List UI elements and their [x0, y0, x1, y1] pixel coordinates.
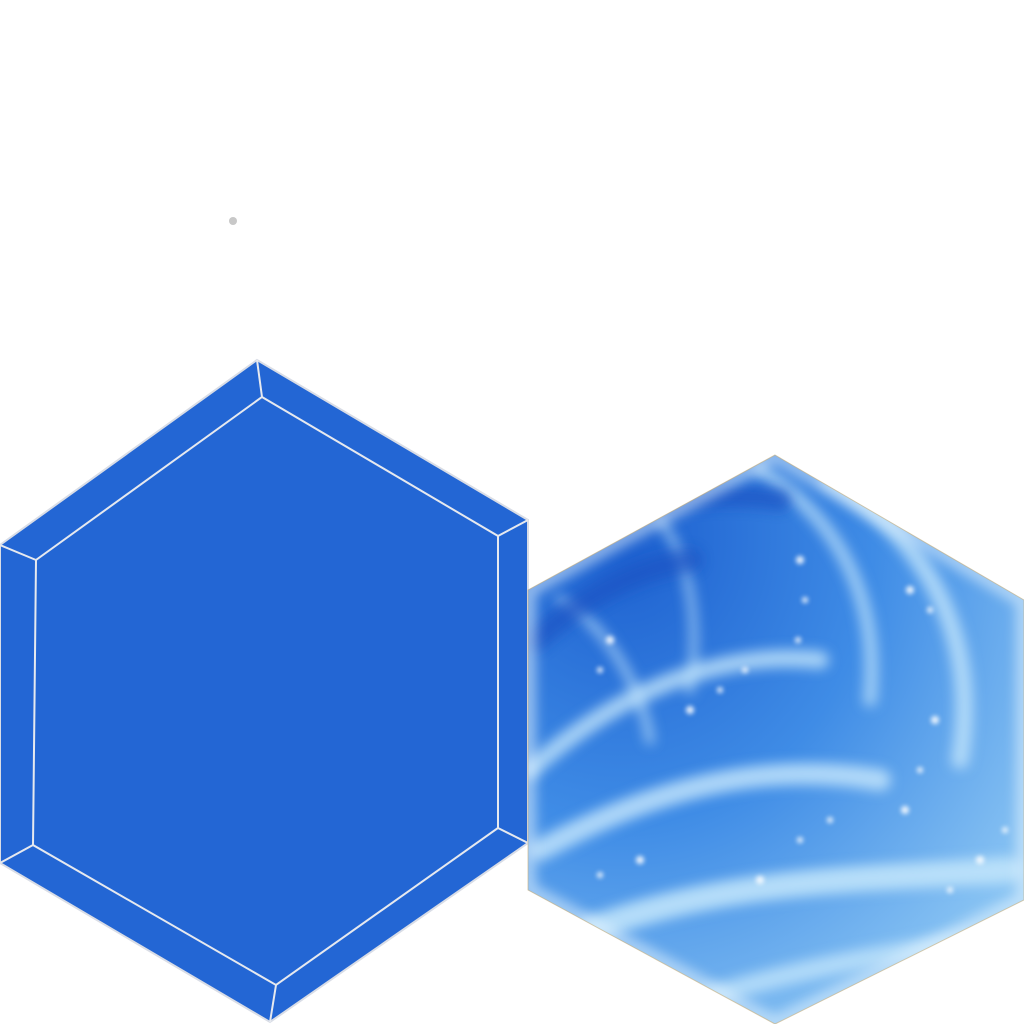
- solid-blue-hex-tile[interactable]: [0, 358, 529, 1024]
- hex-bevel-corner-lines: [0, 359, 529, 1023]
- water-swirl-hex-tile[interactable]: [520, 450, 1024, 1024]
- water-hex-outline: [527, 454, 1024, 1024]
- stray-dot-mark: [229, 217, 237, 225]
